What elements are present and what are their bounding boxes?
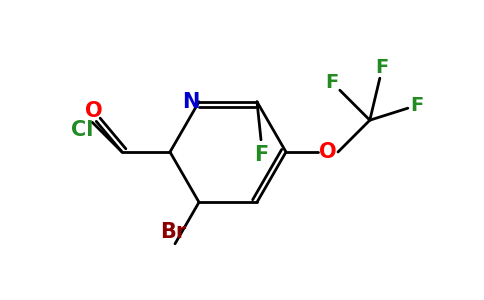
Text: F: F — [376, 58, 389, 77]
Text: F: F — [411, 96, 424, 115]
Text: Br: Br — [160, 222, 186, 242]
Text: Cl: Cl — [71, 120, 93, 140]
Text: N: N — [182, 92, 200, 112]
Text: F: F — [326, 73, 339, 92]
Text: O: O — [319, 142, 337, 162]
Text: O: O — [86, 101, 103, 122]
Text: F: F — [254, 145, 268, 165]
